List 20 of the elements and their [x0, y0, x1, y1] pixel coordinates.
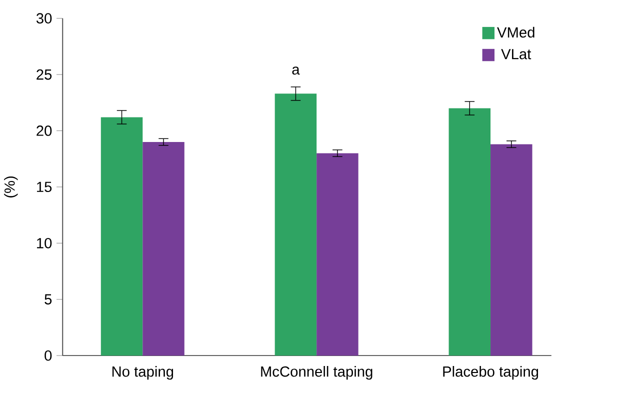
y-tick-label: 20 — [36, 125, 52, 136]
annotation: a — [292, 66, 300, 75]
y-tick-label: 30 — [36, 13, 52, 24]
legend-label: VMed — [497, 26, 534, 38]
bar — [142, 142, 184, 356]
x-tick-label: McConnell taping — [261, 366, 372, 380]
y-tick-label: 5 — [44, 294, 52, 304]
bar — [448, 108, 491, 356]
bar — [316, 153, 358, 356]
y-axis-title: (%) — [4, 176, 18, 198]
bar — [274, 94, 317, 356]
x-tick-label: Placebo taping — [443, 366, 538, 380]
bar — [100, 117, 143, 356]
legend-label: VLat — [501, 49, 532, 60]
bar — [490, 144, 532, 356]
x-tick-label: No taping — [112, 366, 174, 380]
y-tick-label: 25 — [36, 69, 52, 80]
y-tick-label: 15 — [37, 182, 52, 192]
y-tick-label: 10 — [37, 238, 52, 248]
y-tick-label: 0 — [44, 350, 52, 361]
